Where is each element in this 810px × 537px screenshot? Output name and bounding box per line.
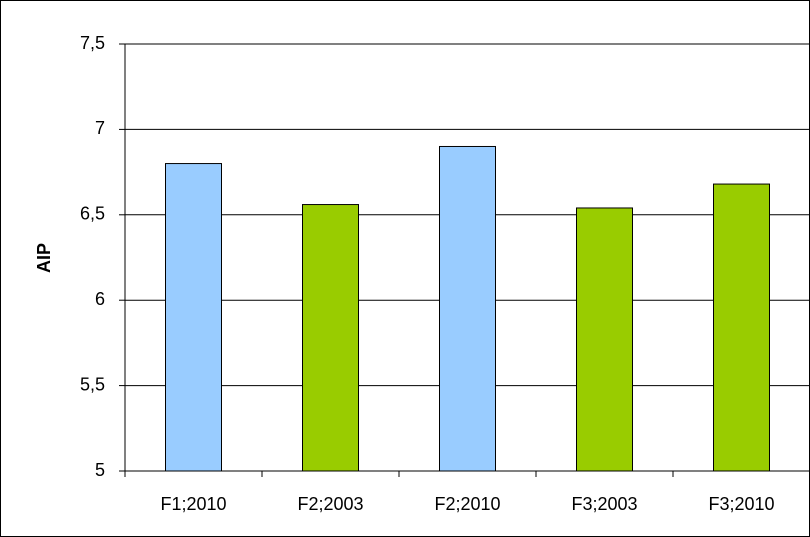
bar	[439, 145, 496, 472]
y-axis-label: AIP	[34, 243, 54, 273]
y-tick-label: 6,5	[80, 204, 105, 224]
y-tick-label: 7,5	[80, 33, 105, 53]
x-tick-label: F3;2003	[571, 494, 637, 514]
y-tick-label: 7	[95, 118, 105, 138]
x-tick-label: F2;2003	[297, 494, 363, 514]
y-tick-label: 5,5	[80, 374, 105, 394]
bar	[713, 183, 770, 472]
bar	[576, 207, 633, 472]
y-tick-label: 5	[95, 460, 105, 480]
bar	[302, 204, 359, 472]
x-tick-label: F1;2010	[160, 494, 226, 514]
x-tick-label: F2;2010	[434, 494, 500, 514]
x-tick-label: F3;2010	[708, 494, 774, 514]
bar	[165, 163, 222, 472]
y-tick-label: 6	[95, 289, 105, 309]
